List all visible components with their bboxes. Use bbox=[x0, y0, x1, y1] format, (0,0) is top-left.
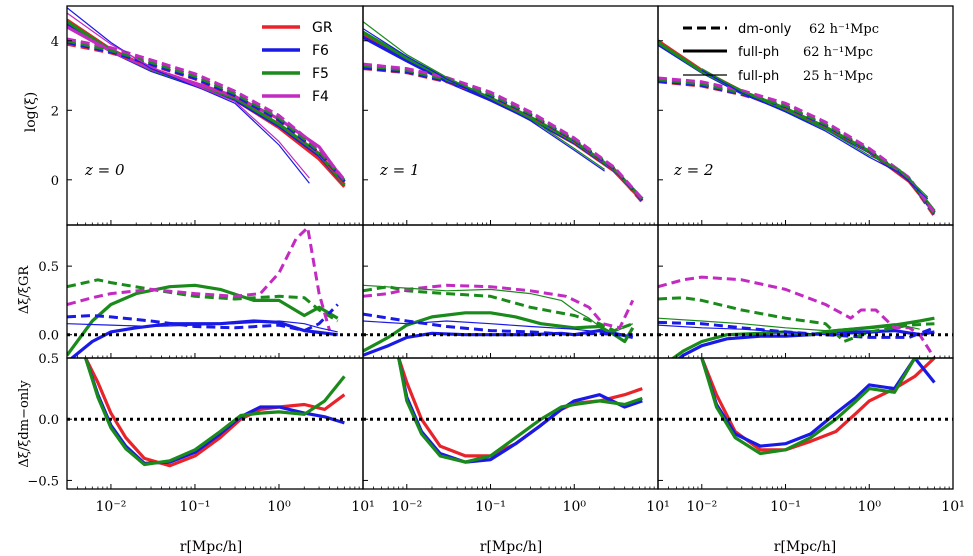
series-f4-thin-r0c0 bbox=[67, 12, 310, 179]
series-f5-thick-r2c2 bbox=[700, 358, 935, 456]
series-f5-thick-r1c0 bbox=[67, 283, 339, 357]
z-label-0: z = 0 bbox=[84, 161, 125, 179]
x-tick-label: 10⁻² bbox=[96, 499, 127, 515]
series-f6-thin-r1c1 bbox=[363, 320, 615, 334]
series-gr-thick-r2c0 bbox=[84, 358, 346, 468]
series-gr-dashed-r0c2 bbox=[658, 80, 936, 218]
series-f5-thin-r1c1 bbox=[363, 284, 634, 333]
series-f6-dashed-r0c1 bbox=[363, 66, 644, 202]
legend-runs: dm-only 62 h⁻¹Mpc full-ph 62 h⁻¹Mpc full… bbox=[683, 22, 879, 84]
series-f4-dashed-r0c2 bbox=[658, 76, 936, 214]
legend-math-full-ph-62: 62 h⁻¹Mpc bbox=[803, 45, 873, 60]
legend-label-gr: GR bbox=[312, 20, 333, 36]
panel-r1-c1 bbox=[363, 283, 658, 357]
panel-frame-r0c1 bbox=[362, 5, 659, 226]
panel-r0-c1 bbox=[363, 21, 644, 204]
y-tick-label: 0.5 bbox=[38, 260, 59, 275]
x-label-1: r[Mpc/h] bbox=[480, 539, 543, 555]
panel-frame-r0c0 bbox=[66, 5, 364, 226]
series-gr-dashed-r0c1 bbox=[363, 67, 644, 204]
series-f5-thick-r2c1 bbox=[397, 358, 643, 464]
series-f5-dashed-r0c0 bbox=[67, 39, 346, 182]
x-tick-label: 10¹ bbox=[941, 499, 964, 515]
legend-label-full-ph-25: full-ph bbox=[738, 69, 779, 84]
legend-label-f4: F4 bbox=[312, 89, 329, 105]
x-tick-label: 10⁻² bbox=[391, 499, 422, 515]
panel-r2-c0 bbox=[67, 358, 363, 468]
x-tick-label: 10⁻¹ bbox=[180, 499, 211, 515]
y-tick-label: 0.0 bbox=[38, 329, 59, 344]
z-label-1: z = 1 bbox=[379, 161, 420, 179]
x-tick-label: 10⁻¹ bbox=[475, 499, 506, 515]
x-label-2: r[Mpc/h] bbox=[774, 539, 837, 555]
panel-frame-r1c2 bbox=[657, 224, 954, 359]
panel-grid bbox=[67, 7, 953, 468]
panel-frames bbox=[66, 5, 954, 490]
series-f4-dashed-r0c0 bbox=[67, 37, 346, 181]
series-f6-thin-r0c1 bbox=[363, 28, 605, 172]
series-f6-thick-r1c0 bbox=[69, 319, 338, 358]
series-f6-thin-r0c0 bbox=[67, 7, 310, 184]
x-tick-label: 10¹ bbox=[351, 499, 374, 515]
panel-frame-r2c1 bbox=[362, 357, 659, 490]
y-tick-label: 4 bbox=[51, 35, 59, 50]
series-f6-dashed-r1c0 bbox=[67, 303, 339, 333]
panel-frame-r2c2 bbox=[657, 357, 954, 490]
y-label-bottom: Δξ/ξdm−only bbox=[17, 380, 32, 468]
x-tick-label: 10⁻² bbox=[686, 499, 717, 515]
series-f6-thick-r1c2 bbox=[677, 329, 935, 358]
series-f4-dashed-r1c2 bbox=[658, 275, 936, 358]
x-tick-label: 10¹ bbox=[646, 499, 669, 515]
y-tick-label: 2 bbox=[51, 104, 59, 119]
panel-r2-c2 bbox=[658, 358, 953, 456]
y-tick-label: −0.5 bbox=[27, 474, 59, 489]
series-f5-thin-r1c2 bbox=[658, 317, 920, 332]
series-f5-dashed-r1c1 bbox=[363, 285, 634, 333]
series-f4-dashed-r1c0 bbox=[67, 226, 332, 332]
legend-math-dm-only: 62 h⁻¹Mpc bbox=[809, 22, 879, 37]
panel-r2-c1 bbox=[363, 358, 658, 464]
series-f6-thin-r1c0 bbox=[67, 320, 338, 333]
series-f5-dashed-r0c1 bbox=[363, 64, 644, 201]
y-tick-label: 0.5 bbox=[38, 352, 59, 367]
y-tick-label: 0 bbox=[51, 174, 59, 189]
series-f5-thick-r2c0 bbox=[84, 358, 346, 467]
x-tick-label: 10⁰ bbox=[267, 499, 291, 515]
series-f6-thin-r0c2 bbox=[701, 69, 929, 200]
series-gr-thick-r0c2 bbox=[658, 39, 936, 214]
x-tick-label: 10⁰ bbox=[563, 499, 587, 515]
legend-label-dm-only: dm-only bbox=[738, 22, 792, 37]
legend-label-full-ph-62: full-ph bbox=[738, 45, 779, 60]
series-f5-thin-r0c2 bbox=[701, 68, 929, 198]
legend-label-f6: F6 bbox=[312, 43, 329, 59]
x-tick-label: 10⁻¹ bbox=[770, 499, 801, 515]
series-f6-dashed-r0c2 bbox=[658, 79, 936, 216]
y-tick-label: 0.0 bbox=[38, 413, 59, 428]
series-f4-dashed-r0c1 bbox=[363, 62, 644, 200]
series-f5-dashed-r0c2 bbox=[658, 78, 936, 215]
legend-math-full-ph-25: 25 h⁻¹Mpc bbox=[803, 69, 873, 84]
x-label-0: r[Mpc/h] bbox=[180, 539, 243, 555]
series-f6-thick-r2c1 bbox=[397, 358, 643, 464]
panel-r0-c2 bbox=[658, 39, 936, 218]
legend-models: GR F6 F5 F4 bbox=[262, 20, 333, 105]
panel-r1-c2 bbox=[658, 275, 953, 358]
panel-frame-r0c2 bbox=[657, 5, 954, 226]
y-label-top: log(ξ) bbox=[23, 92, 39, 133]
series-f5-thin-r0c1 bbox=[363, 21, 605, 170]
axis-ticks: 0 2 4 0.0 0.5 −0.5 0.0 0.5 10⁻² 10⁻¹ 10⁰ 10¹ 10⁻² 10⁻… bbox=[27, 35, 964, 515]
panel-r1-c0 bbox=[67, 226, 363, 358]
y-label-mid: Δξ/ξGR bbox=[17, 265, 32, 314]
series-f4-dashed-r1c1 bbox=[363, 283, 635, 330]
legend-label-f5: F5 bbox=[312, 66, 329, 82]
z-label-2: z = 2 bbox=[673, 161, 714, 179]
panel-r0-c0 bbox=[67, 7, 346, 188]
x-tick-label: 10⁰ bbox=[858, 499, 882, 515]
